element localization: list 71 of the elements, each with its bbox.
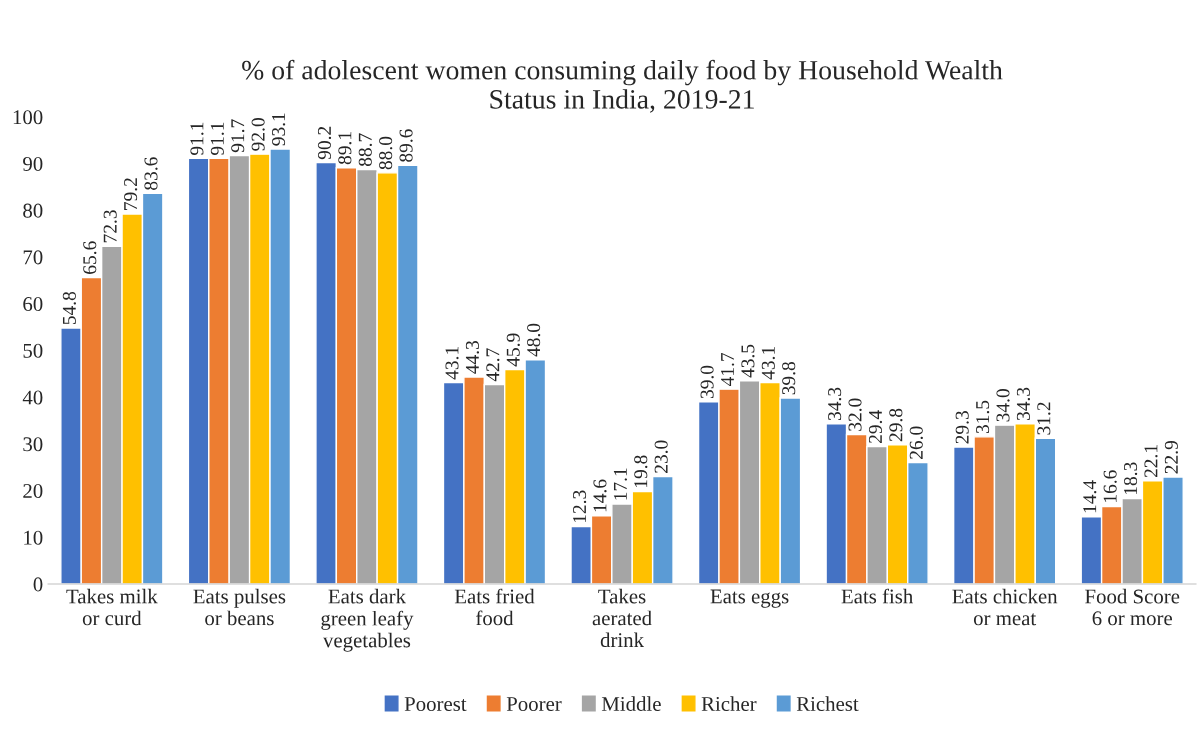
- data-label: 18.3: [1123, 462, 1138, 495]
- y-tick-label: 70: [23, 250, 43, 265]
- data-label: 89.6: [399, 129, 413, 162]
- data-label: 14.4: [1083, 480, 1097, 513]
- y-tick-label: 10: [24, 530, 43, 545]
- data-label: 34.3: [828, 387, 842, 421]
- data-label: 72.3: [103, 210, 117, 243]
- data-label: 91.1: [210, 122, 224, 155]
- data-label: 90.2: [317, 126, 332, 160]
- data-label: 22.9: [1164, 441, 1178, 474]
- data-label: 45.9: [506, 333, 520, 367]
- data-label: 43.1: [445, 347, 459, 380]
- data-label: 31.2: [1037, 402, 1051, 435]
- x-tick-label: Eats fish: [841, 588, 914, 604]
- y-tick-label: 100: [13, 110, 43, 125]
- data-label: 29.8: [889, 408, 903, 442]
- data-label: 43.5: [741, 344, 755, 378]
- x-tick-label: Takes milk or curd: [66, 588, 158, 626]
- data-label: 32.0: [848, 398, 862, 431]
- data-label: 31.5: [976, 400, 990, 434]
- data-label: 88.7: [358, 133, 372, 167]
- y-tick-label: 90: [23, 156, 43, 171]
- legend-label: Richest: [796, 696, 859, 711]
- data-label: 34.0: [996, 389, 1010, 422]
- data-label: 48.0: [527, 323, 541, 357]
- x-tick-label: Eats dark green leafy vegetables: [321, 588, 414, 652]
- data-label: 39.0: [700, 365, 714, 399]
- data-label: 79.2: [124, 178, 138, 210]
- data-label: 22.1: [1144, 445, 1158, 478]
- data-label: 41.7: [721, 352, 735, 387]
- x-tick-label: Eats pulses or beans: [193, 588, 286, 626]
- data-label: 88.0: [379, 136, 393, 170]
- data-label: 93.1: [272, 113, 286, 146]
- x-tick-label: Eats fried food: [454, 588, 535, 626]
- y-tick-label: 60: [23, 297, 43, 312]
- legend-label: Middle: [601, 696, 661, 711]
- data-label: 26.0: [909, 426, 923, 459]
- y-tick-label: 50: [23, 343, 43, 358]
- x-tick-label: Eats chicken or meat: [952, 588, 1058, 626]
- y-tick-label: 20: [23, 483, 43, 498]
- y-tick-label: 40: [22, 390, 43, 405]
- data-label: 16.6: [1103, 470, 1117, 502]
- x-tick-label: Takes aerated drink: [592, 588, 652, 648]
- data-label: 44.3: [465, 340, 480, 374]
- y-tick-label: 80: [23, 203, 43, 218]
- data-label: 34.3: [1016, 387, 1031, 421]
- data-label: 54.8: [62, 291, 76, 325]
- legend-label: Poorer: [506, 697, 562, 711]
- data-label: 89.1: [338, 132, 352, 165]
- y-tick-label: 30: [23, 437, 43, 452]
- data-label: 39.8: [782, 361, 796, 395]
- data-label: 14.6: [593, 479, 607, 512]
- data-label: 17.1: [613, 468, 627, 500]
- data-label: 43.1: [761, 347, 775, 380]
- legend-label: Poorest: [404, 697, 467, 711]
- data-label: 12.3: [573, 490, 587, 523]
- legend-label: Richer: [701, 696, 757, 711]
- data-label: 91.7: [231, 119, 245, 153]
- data-label: 19.8: [634, 455, 648, 488]
- x-tick-label: Food Score 6 or more: [1085, 588, 1180, 626]
- chart-title: % of adolescent women consuming daily food by Household Wealth Status in India, 2019-21: [242, 59, 1003, 113]
- data-label: 83.6: [144, 157, 158, 190]
- data-label: 92.0: [251, 118, 265, 151]
- data-label: 42.7: [486, 348, 500, 382]
- x-tick-label: Eats eggs: [710, 589, 789, 608]
- y-tick-label: 0: [33, 577, 43, 592]
- data-label: 91.1: [190, 122, 204, 155]
- data-label: 65.6: [83, 241, 97, 274]
- data-label: 29.3: [955, 411, 969, 444]
- data-label: 29.4: [868, 410, 883, 444]
- data-label: 23.0: [654, 440, 668, 473]
